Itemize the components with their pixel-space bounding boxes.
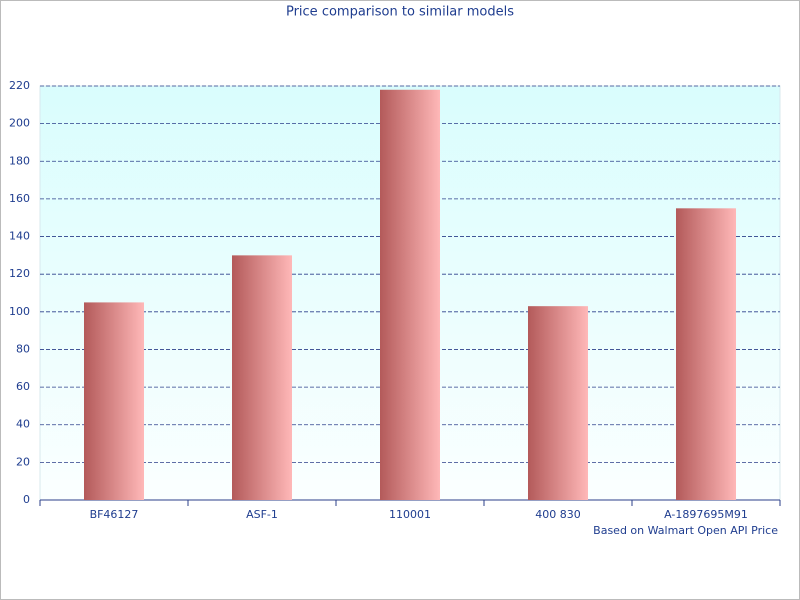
caption: Based on Walmart Open API Price: [593, 524, 778, 537]
x-tick-label: 400 830: [535, 508, 581, 521]
y-tick-label: 40: [16, 418, 30, 431]
bar: [84, 302, 144, 500]
y-tick-label: 60: [16, 380, 30, 393]
y-tick-label: 160: [9, 192, 30, 205]
y-tick-label: 120: [9, 267, 30, 280]
y-tick-label: 80: [16, 342, 30, 355]
x-tick-label: 110001: [389, 508, 431, 521]
x-tick-label: BF46127: [90, 508, 139, 521]
y-tick-label: 220: [9, 79, 30, 92]
chart-title: Price comparison to similar models: [286, 5, 514, 20]
bar: [676, 208, 736, 500]
x-tick-label: ASF-1: [246, 508, 278, 521]
x-tick-label: A-1897695M91: [664, 508, 748, 521]
bar: [528, 306, 588, 500]
y-tick-label: 200: [9, 117, 30, 130]
bar: [232, 255, 292, 500]
y-tick-label: 140: [9, 230, 30, 243]
y-tick-label: 180: [9, 154, 30, 167]
y-tick-label: 20: [16, 455, 30, 468]
y-tick-label: 100: [9, 305, 30, 318]
y-tick-label: 0: [23, 493, 30, 506]
bar: [380, 89, 440, 500]
